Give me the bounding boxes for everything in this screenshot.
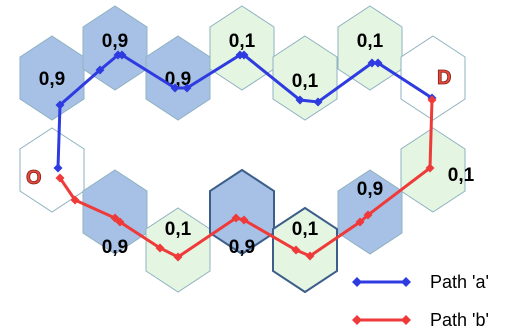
hex-label-top-3: 0,1 xyxy=(229,31,256,52)
path-a-marker-9 xyxy=(295,95,305,105)
hex-label-top-4: 0,1 xyxy=(292,71,319,92)
path-a-marker-0 xyxy=(53,163,63,173)
path-a-marker-1 xyxy=(55,100,65,110)
legend-label-path-a: Path 'a' xyxy=(430,272,489,292)
hex-cell-top-6 xyxy=(400,35,466,121)
path-a-marker-10 xyxy=(313,97,323,107)
path-a-marker-12 xyxy=(373,58,383,68)
path-b-marker-1 xyxy=(70,195,80,205)
path-a-marker-11 xyxy=(367,58,377,68)
hex-labels: 0,90,90,90,10,10,10,10,90,10,90,10,9 xyxy=(39,31,475,258)
hex-cell-bot-2 xyxy=(209,168,275,256)
legend: Path 'a' Path 'b' xyxy=(352,272,489,330)
path-b-marker-13 xyxy=(427,95,437,105)
hex-cell-mid-right xyxy=(400,127,466,213)
path-b-marker-10 xyxy=(355,217,365,227)
path-b-marker-0 xyxy=(55,173,65,183)
hex-label-bot-4: 0,9 xyxy=(357,179,383,200)
hex-label-mid-right: 0,1 xyxy=(448,165,475,186)
legend-item-path-a: Path 'a' xyxy=(352,272,489,292)
hex-cell-top-3 xyxy=(209,5,275,91)
path-b-marker-4 xyxy=(155,243,165,253)
path-a-marker-6 xyxy=(182,83,192,93)
origin-label: O xyxy=(26,167,42,189)
hex-grid xyxy=(19,5,466,294)
hex-label-bot-3: 0,1 xyxy=(292,219,319,240)
path-a-marker-4 xyxy=(117,50,127,60)
path-b-marker-6 xyxy=(231,213,241,223)
path-a-marker-2 xyxy=(95,65,105,75)
path-b-markers xyxy=(55,95,437,262)
legend-marker-path-b-end xyxy=(401,315,411,325)
hex-label-top-0: 0,9 xyxy=(39,69,65,90)
path-a-marker-8 xyxy=(239,50,249,60)
legend-marker-path-a-end xyxy=(401,277,411,287)
hex-label-top-5: 0,1 xyxy=(357,31,384,52)
path-b-marker-11 xyxy=(363,210,373,220)
path-b-marker-3 xyxy=(115,217,125,227)
path-a-markers xyxy=(53,50,437,173)
path-b-marker-12 xyxy=(425,163,435,173)
hex-label-bot-2: 0,9 xyxy=(229,237,255,258)
legend-item-path-b: Path 'b' xyxy=(352,310,489,330)
hex-label-bot-1: 0,1 xyxy=(165,219,192,240)
path-b-marker-9 xyxy=(305,251,315,261)
path-b-marker-5 xyxy=(173,252,183,262)
hex-cell-bot-3 xyxy=(272,206,338,294)
path-a-marker-5 xyxy=(170,83,180,93)
destination-label: D xyxy=(437,67,451,89)
hex-cell-bot-0 xyxy=(82,169,148,255)
path-a-line xyxy=(56,53,433,169)
path-b-marker-8 xyxy=(291,245,301,255)
legend-label-path-b: Path 'b' xyxy=(430,310,489,330)
legend-marker-path-a-start xyxy=(352,277,362,287)
legend-marker-path-b-start xyxy=(352,315,362,325)
hex-label-bot-0: 0,9 xyxy=(102,237,128,258)
hex-label-top-1: 0,9 xyxy=(102,31,128,52)
path-b-marker-7 xyxy=(239,215,249,225)
